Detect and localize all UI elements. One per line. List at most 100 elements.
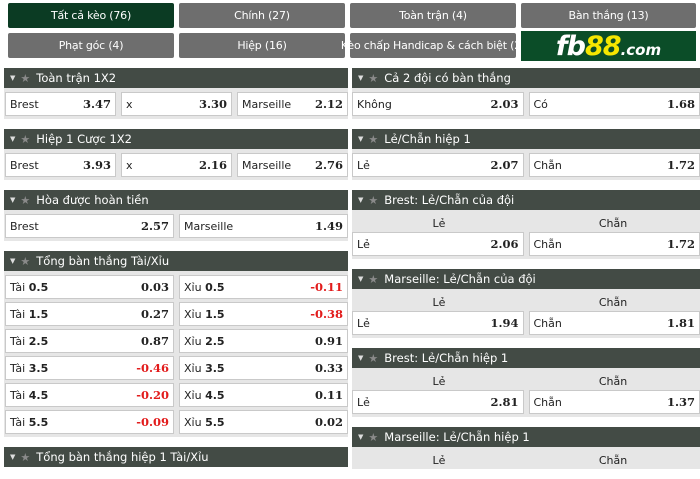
tab-halves[interactable]: Hiệp (16): [179, 33, 345, 58]
tab-all-markets[interactable]: Tất cả kèo (76): [8, 3, 174, 28]
selection-label: Chẵn: [534, 159, 562, 172]
selection-name: Tài: [10, 335, 25, 348]
collapse-caret-icon[interactable]: ▼: [358, 354, 363, 362]
collapse-caret-icon[interactable]: ▼: [358, 74, 363, 82]
collapse-caret-icon[interactable]: ▼: [10, 257, 15, 265]
market-header[interactable]: ▼★Brest: Lẻ/Chẵn của đội: [352, 190, 700, 210]
tab-goals[interactable]: Bàn thắng (13): [521, 3, 696, 28]
odds-button[interactable]: Tài 3.5-0.46: [5, 356, 174, 380]
market-header[interactable]: ▼★Hiệp 1 Cược 1X2: [4, 129, 348, 149]
favorite-star-icon[interactable]: ★: [368, 273, 378, 286]
collapse-caret-icon[interactable]: ▼: [10, 453, 15, 461]
selection-label: Lẻ: [357, 238, 370, 251]
odds-button[interactable]: Xỉu 0.5-0.11: [179, 275, 348, 299]
favorite-star-icon[interactable]: ★: [20, 255, 30, 268]
collapse-caret-icon[interactable]: ▼: [358, 196, 363, 204]
favorite-star-icon[interactable]: ★: [368, 431, 378, 444]
collapse-caret-icon[interactable]: ▼: [358, 135, 363, 143]
odds-value: 2.57: [141, 219, 169, 233]
odds-button[interactable]: Xỉu 1.5-0.38: [179, 302, 348, 326]
market-header[interactable]: ▼★Tổng bàn thắng hiệp 1 Tài/Xỉu: [4, 447, 348, 467]
selection-line: 5.5: [205, 416, 225, 429]
collapse-caret-icon[interactable]: ▼: [358, 433, 363, 441]
collapse-caret-icon[interactable]: ▼: [10, 196, 15, 204]
market-header[interactable]: ▼ ★ Marseille: Lẻ/Chẵn của đội: [352, 269, 700, 289]
selection-name: Brest: [10, 159, 39, 172]
selection-name: Xỉu: [184, 308, 202, 321]
selection-label: Tài 1.5: [10, 308, 48, 321]
odds-button[interactable]: Tài 4.5-0.20: [5, 383, 174, 407]
selection-line: 5.5: [29, 416, 49, 429]
odds-button[interactable]: Brest 2.57: [5, 214, 174, 238]
collapse-caret-icon[interactable]: ▼: [358, 275, 363, 283]
market-header[interactable]: ▼★Hòa được hoàn tiền: [4, 190, 348, 210]
collapse-caret-icon[interactable]: ▼: [10, 74, 15, 82]
tab-handicap[interactable]: Kèo chấp Handicap & cách biệt (2): [350, 33, 516, 58]
market-header[interactable]: ▼★Tổng bàn thắng Tài/Xỉu: [4, 251, 348, 271]
odds-button[interactable]: Tài 5.5-0.09: [5, 410, 174, 434]
selection-name: Marseille: [184, 220, 233, 233]
market-header[interactable]: ▼★Brest: Lẻ/Chẵn hiệp 1: [352, 348, 700, 368]
favorite-star-icon[interactable]: ★: [20, 133, 30, 146]
favorite-star-icon[interactable]: ★: [368, 352, 378, 365]
selection-name: Xỉu: [184, 389, 202, 402]
selection-name: Xỉu: [184, 416, 202, 429]
market-header[interactable]: ▼★Cả 2 đội có bàn thắng: [352, 68, 700, 88]
selection-name: Tài: [10, 281, 25, 294]
favorite-star-icon[interactable]: ★: [20, 194, 30, 207]
favorite-star-icon[interactable]: ★: [368, 133, 378, 146]
selection-label: Marseille: [242, 98, 291, 111]
selection-label: Brest: [10, 220, 39, 233]
favorite-star-icon[interactable]: ★: [368, 194, 378, 207]
tab-full-time[interactable]: Toàn trận (4): [350, 3, 516, 28]
favorite-star-icon[interactable]: ★: [368, 72, 378, 85]
tab-main[interactable]: Chính (27): [179, 3, 345, 28]
selection-label: Tài 0.5: [10, 281, 48, 294]
selection-label: Brest: [10, 159, 39, 172]
odds-value: 0.87: [141, 334, 169, 348]
favorite-star-icon[interactable]: ★: [20, 72, 30, 85]
selection-name: Lẻ: [357, 159, 370, 172]
market-header[interactable]: ▼★Marseille: Lẻ/Chẵn hiệp 1: [352, 427, 700, 447]
tab-corners[interactable]: Phạt góc (4): [8, 33, 174, 58]
favorite-star-icon[interactable]: ★: [20, 451, 30, 464]
collapse-caret-icon[interactable]: ▼: [10, 135, 15, 143]
market-header[interactable]: ▼★Toàn trận 1X2: [4, 68, 348, 88]
market-title: Marseille: Lẻ/Chẵn của đội: [384, 272, 535, 286]
selection-label: Chẵn: [534, 238, 562, 251]
market-header[interactable]: ▼★Lẻ/Chẵn hiệp 1: [352, 129, 700, 149]
column-label: Chẵn: [526, 217, 700, 230]
